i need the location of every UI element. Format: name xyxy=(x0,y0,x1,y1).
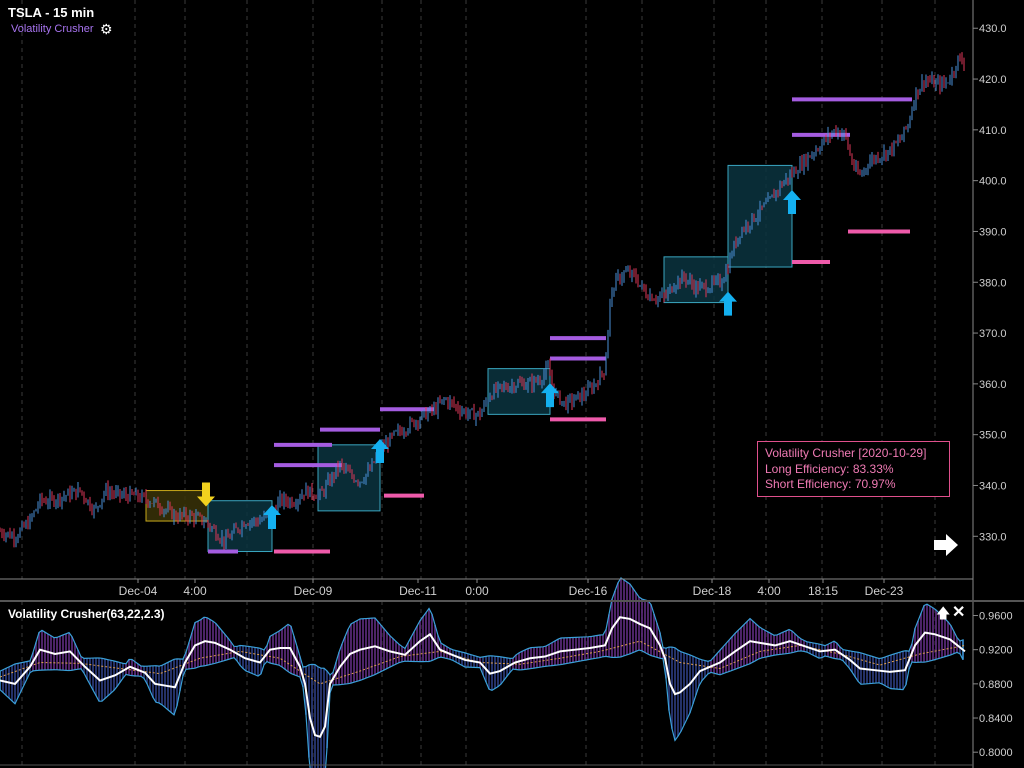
volatility-band xyxy=(0,577,964,768)
time-tick-label: Dec-23 xyxy=(865,584,904,598)
indicator-axis[interactable]: 0.9600 0.9200 0.8800 0.8400 0.8000 xyxy=(973,611,1013,760)
indicator-name[interactable]: Volatility Crusher xyxy=(11,23,94,35)
long-signal-arrow xyxy=(719,291,737,316)
price-tick-label: 330.0 xyxy=(979,531,1007,543)
price-tick-label: 360.0 xyxy=(979,379,1007,391)
time-tick-label: 4:00 xyxy=(183,584,207,598)
time-tick-label: 18:15 xyxy=(808,584,838,598)
consolidation-box xyxy=(317,444,381,512)
price-tick-label: 400.0 xyxy=(979,176,1007,188)
close-icon[interactable]: ✕ xyxy=(952,604,966,621)
price-tick-label: 380.0 xyxy=(979,277,1007,289)
time-tick-label: Dec-16 xyxy=(569,584,608,598)
long-efficiency: Long Efficiency: 83.33% xyxy=(765,461,894,476)
consolidation-box xyxy=(207,500,273,553)
long-signal-arrow xyxy=(263,505,281,530)
chart-title: TSLA - 15 min xyxy=(8,5,95,20)
price-tick-label: 340.0 xyxy=(979,480,1007,492)
price-tick-label: 410.0 xyxy=(979,125,1007,137)
long-signal-arrow xyxy=(541,383,559,408)
long-signal-arrow xyxy=(371,438,389,463)
short-efficiency: Short Efficiency: 70.97% xyxy=(765,477,896,491)
indicator-tick-label: 0.8400 xyxy=(979,713,1013,725)
arrow-right-icon[interactable] xyxy=(932,531,960,559)
indicator-lines xyxy=(0,616,966,739)
time-tick-label: Dec-09 xyxy=(294,584,333,598)
arrow-up-icon[interactable]: 🡅 xyxy=(936,605,951,621)
time-tick-label: 0:00 xyxy=(465,584,489,598)
efficiency-info-box: Volatility Crusher [2020-10-29] Long Eff… xyxy=(757,441,950,497)
indicator-tick-label: 0.8000 xyxy=(979,747,1013,759)
price-candles xyxy=(0,52,965,550)
long-signal-arrow xyxy=(783,190,801,215)
gear-icon[interactable]: ⚙ xyxy=(100,21,113,37)
indicator-panel-title: Volatility Crusher(63,22,2.3) xyxy=(8,607,165,621)
consolidation-box xyxy=(145,490,209,522)
signal-levels xyxy=(208,97,912,554)
indicator-tick-label: 0.9200 xyxy=(979,645,1013,657)
short-signal-arrow xyxy=(197,482,215,507)
price-tick-label: 350.0 xyxy=(979,430,1007,442)
price-tick-label: 370.0 xyxy=(979,328,1007,340)
time-tick-label: Dec-18 xyxy=(693,584,732,598)
signal-arrows xyxy=(197,190,801,530)
main-line xyxy=(0,616,966,739)
time-axis[interactable]: Dec-04 4:00 Dec-09 Dec-11 0:00 Dec-16 Dec-18 4:… xyxy=(119,579,904,598)
indicator-tick-label: 0.9600 xyxy=(979,611,1013,623)
info-box-title: Volatility Crusher [2020-10-29] xyxy=(765,446,927,460)
consolidation-box xyxy=(487,368,551,415)
indicator-tick-label: 0.8800 xyxy=(979,679,1013,691)
time-tick-label: Dec-11 xyxy=(399,584,437,598)
time-tick-label: Dec-04 xyxy=(119,584,158,598)
time-tick-label: 4:00 xyxy=(757,584,781,598)
price-axis[interactable]: 430.0 420.0 410.0 400.0 390.0 380.0 370.0 360.0… xyxy=(973,23,1007,543)
price-tick-label: 430.0 xyxy=(979,23,1007,35)
price-tick-label: 420.0 xyxy=(979,74,1007,86)
price-tick-label: 390.0 xyxy=(979,226,1007,238)
